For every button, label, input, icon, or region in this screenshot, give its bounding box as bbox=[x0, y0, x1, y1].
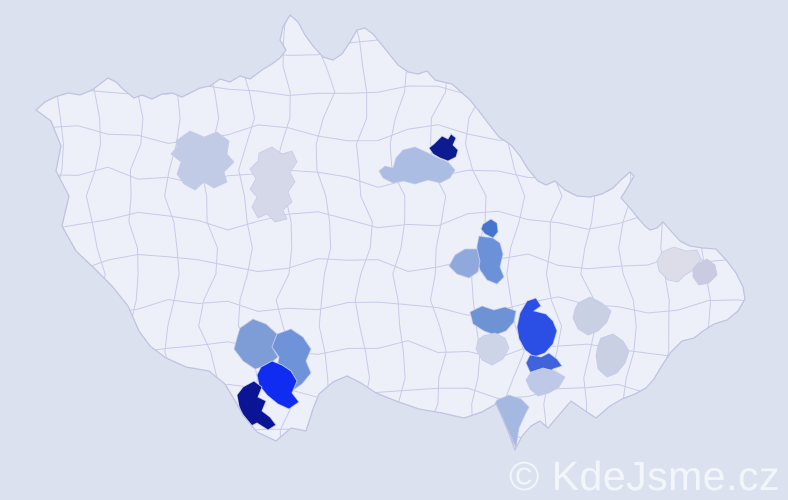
region-east-2[interactable] bbox=[692, 258, 718, 286]
region-southeast-4[interactable] bbox=[572, 296, 612, 336]
region-southeast-1[interactable] bbox=[469, 305, 517, 336]
region-southeast-8[interactable] bbox=[525, 367, 566, 397]
region-center-3[interactable] bbox=[448, 248, 481, 279]
region-southeast-5[interactable] bbox=[595, 333, 630, 378]
region-southeast-6[interactable] bbox=[475, 332, 510, 366]
region-east-1[interactable] bbox=[656, 246, 702, 283]
country-border bbox=[35, 14, 746, 451]
region-southeast-2[interactable] bbox=[516, 297, 558, 358]
region-west-1[interactable] bbox=[170, 130, 235, 191]
region-north-2[interactable] bbox=[428, 133, 459, 162]
district-border-line bbox=[274, 15, 297, 450]
region-north-1[interactable] bbox=[378, 146, 456, 185]
region-center-1[interactable] bbox=[480, 218, 499, 239]
region-west-2[interactable] bbox=[249, 146, 298, 223]
